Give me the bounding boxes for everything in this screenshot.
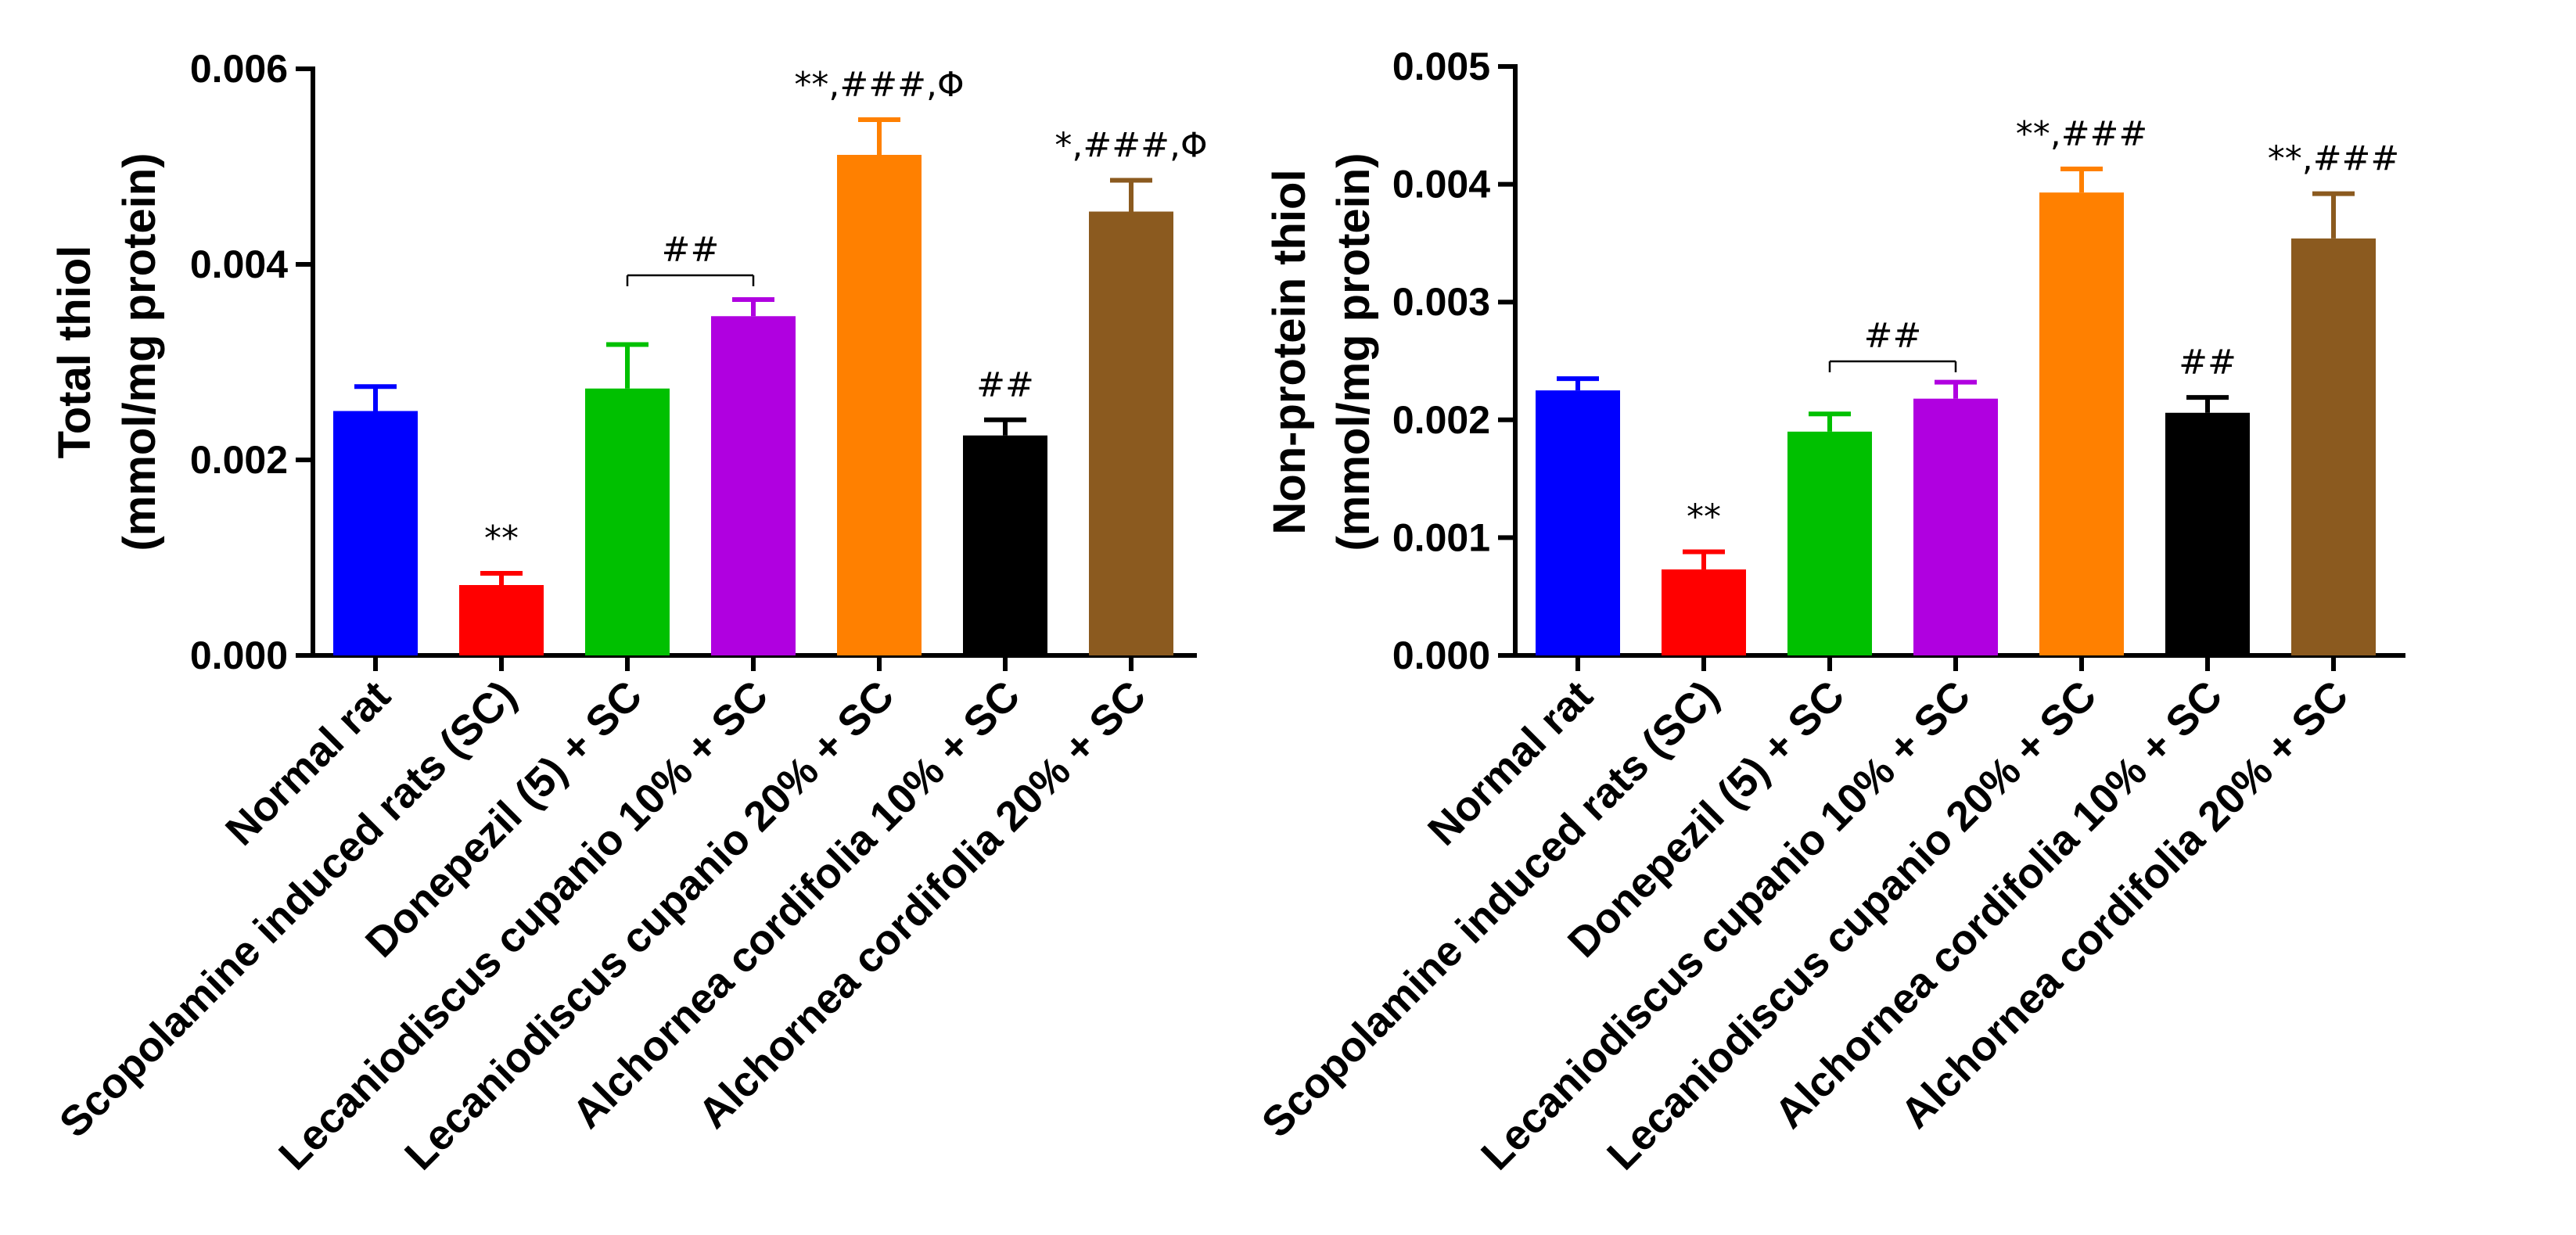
bar: [2291, 238, 2376, 656]
y-axis-title-line1: Non-protein thiol: [1264, 169, 1315, 534]
bar: [963, 435, 1047, 655]
total-thiol-panel: Total thiol (mmol/mg protein) 0.000 0.002 0.…: [49, 47, 1208, 1179]
y-tick-label: 0.002: [190, 438, 288, 482]
y-tick-label: 0.004: [190, 242, 288, 286]
bar: [1913, 398, 1998, 655]
category-label: Scopolamine induced rats (SC): [51, 672, 526, 1147]
significance-label: **,###,Φ: [794, 65, 964, 105]
bar: [1536, 390, 1620, 655]
y-tick-label: 0.000: [1392, 634, 1490, 677]
bar: [333, 411, 418, 655]
bar: [585, 388, 670, 655]
category-label: Alchornea cordifolia 20% + SC: [689, 672, 1155, 1137]
bar: [2039, 192, 2124, 656]
significance-label: **,###: [2016, 114, 2148, 154]
significance-label: ##: [976, 365, 1034, 405]
bar: [459, 585, 544, 655]
y-tick-label: 0.003: [1392, 280, 1490, 324]
bar: [711, 316, 796, 655]
significance-label: **,###: [2268, 139, 2400, 179]
y-tick-label: 0.006: [190, 47, 288, 91]
bar: [837, 155, 922, 655]
significance-label: **: [1687, 497, 1721, 537]
category-label: Alchornea cordifolia 20% + SC: [1892, 672, 2357, 1137]
y-tick-label: 0.005: [1392, 45, 1490, 88]
bracket-label: ##: [1864, 316, 1922, 356]
significance-label: **: [484, 519, 519, 558]
y-tick-label: 0.000: [190, 634, 288, 677]
y-axis-title-line2: (mmol/mg protein): [114, 153, 165, 551]
significance-label: *,###,Φ: [1054, 126, 1207, 166]
bar: [2165, 412, 2250, 655]
category-label: Alchornea cordifolia 10% + SC: [563, 672, 1029, 1137]
category-label: Scopolamine induced rats (SC): [1253, 672, 1728, 1147]
y-axis-title-line1: Total thiol: [49, 246, 100, 459]
bar: [1089, 211, 1173, 655]
significance-label: ##: [2179, 343, 2236, 382]
non-protein-thiol-panel: Non-protein thiol (mmol/mg protein) 0.000 0…: [1253, 45, 2405, 1179]
bracket-label: ##: [662, 230, 720, 270]
y-tick-label: 0.004: [1392, 163, 1490, 206]
bar: [1662, 569, 1746, 655]
bar: [1787, 431, 1872, 655]
category-label: Alchornea cordifolia 10% + SC: [1766, 672, 2231, 1137]
y-axis-title-line2: (mmol/mg protein): [1328, 153, 1379, 551]
y-tick-label: 0.001: [1392, 515, 1490, 559]
y-tick-label: 0.002: [1392, 398, 1490, 442]
